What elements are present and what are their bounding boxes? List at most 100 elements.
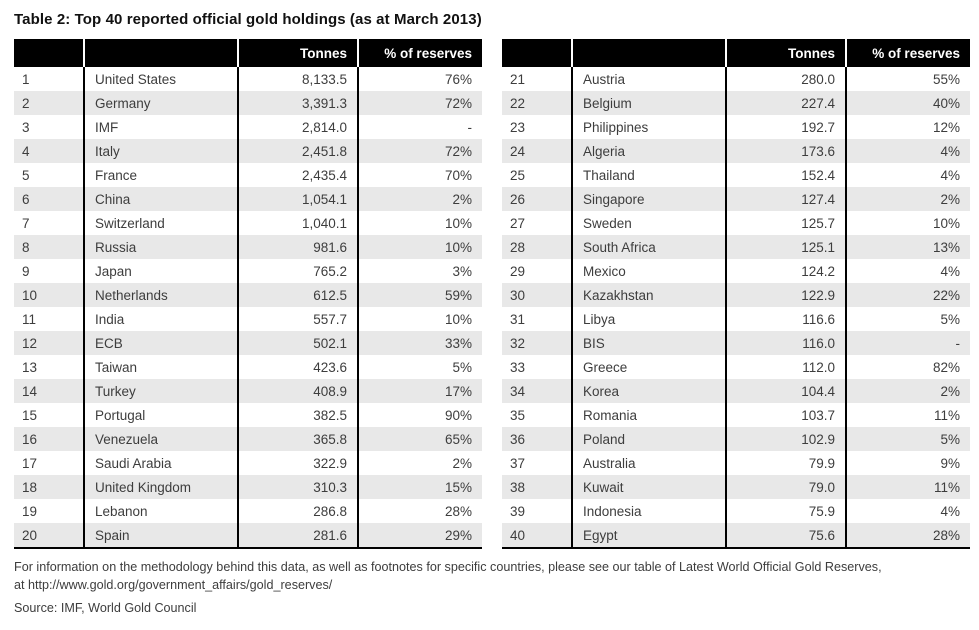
- country-cell: Portugal: [83, 403, 238, 427]
- rank-cell: 29: [510, 263, 526, 279]
- table-row: 30 Kazakhstan 122.9 22%: [502, 283, 970, 307]
- tonnes-cell: 286.8: [237, 499, 358, 523]
- reserves-cell: 3%: [357, 259, 482, 283]
- rank-cell: 25: [510, 167, 526, 183]
- rank-cell: 31: [510, 311, 526, 327]
- rank-cell: 6: [22, 191, 30, 207]
- table-row: 28 South Africa 125.1 13%: [502, 235, 970, 259]
- country-cell: Greece: [571, 355, 726, 379]
- tonnes-cell: 125.1: [725, 235, 846, 259]
- table-row: 15 Portugal 382.5 90%: [14, 403, 482, 427]
- reserves-cell: 2%: [357, 451, 482, 475]
- country-cell: Romania: [571, 403, 726, 427]
- reserves-cell: 76%: [357, 67, 482, 91]
- table-row: 40 Egypt 75.6 28%: [502, 523, 970, 548]
- rank-cell: 28: [510, 239, 526, 255]
- tonnes-cell: 112.0: [725, 355, 846, 379]
- reserves-cell: 10%: [357, 235, 482, 259]
- tonnes-cell: 122.9: [725, 283, 846, 307]
- table-row: 1 United States 8,133.5 76%: [14, 67, 482, 91]
- rank-cell: 22: [510, 95, 526, 111]
- table-row: 9 Japan 765.2 3%: [14, 259, 482, 283]
- reserves-cell: 55%: [845, 67, 970, 91]
- table-row: 29 Mexico 124.2 4%: [502, 259, 970, 283]
- tonnes-cell: 765.2: [237, 259, 358, 283]
- table-header: Tonnes % of reserves: [14, 39, 482, 67]
- reserves-cell: 4%: [845, 499, 970, 523]
- rank-column-header: [14, 39, 84, 67]
- rank-cell: 11: [22, 311, 37, 327]
- country-cell: Mexico: [571, 259, 726, 283]
- country-cell: Japan: [83, 259, 238, 283]
- country-cell: India: [83, 307, 238, 331]
- rank-cell: 4: [22, 143, 30, 159]
- country-cell: Libya: [571, 307, 726, 331]
- tonnes-cell: 79.9: [725, 451, 846, 475]
- tonnes-column-header: Tonnes: [237, 39, 358, 67]
- rank-cell: 18: [22, 479, 38, 495]
- reserves-cell: 4%: [845, 259, 970, 283]
- tonnes-cell: 281.6: [237, 523, 358, 548]
- rank-cell: 12: [22, 335, 38, 351]
- footnote-line-2: at http://www.gold.org/government_affair…: [14, 578, 333, 592]
- country-cell: South Africa: [571, 235, 726, 259]
- tonnes-cell: 557.7: [237, 307, 358, 331]
- country-cell: Philippines: [571, 115, 726, 139]
- table-row: 37 Australia 79.9 9%: [502, 451, 970, 475]
- table-row: 4 Italy 2,451.8 72%: [14, 139, 482, 163]
- tonnes-cell: 125.7: [725, 211, 846, 235]
- rank-cell: 2: [22, 95, 30, 111]
- country-cell: Korea: [571, 379, 726, 403]
- table-row: 18 United Kingdom 310.3 15%: [14, 475, 482, 499]
- reserves-cell: 65%: [357, 427, 482, 451]
- rank-cell: 35: [510, 407, 526, 423]
- tonnes-cell: 322.9: [237, 451, 358, 475]
- table-row: 39 Indonesia 75.9 4%: [502, 499, 970, 523]
- footnote: For information on the methodology behin…: [14, 558, 965, 594]
- reserves-cell: 4%: [845, 139, 970, 163]
- table-row: 16 Venezuela 365.8 65%: [14, 427, 482, 451]
- country-column-header: [83, 39, 238, 67]
- reserves-cell: 9%: [845, 451, 970, 475]
- tonnes-cell: 2,435.4: [237, 163, 358, 187]
- table-row: 36 Poland 102.9 5%: [502, 427, 970, 451]
- source-note: Source: IMF, World Gold Council: [14, 601, 197, 615]
- table-row: 8 Russia 981.6 10%: [14, 235, 482, 259]
- rank-cell: 34: [510, 383, 526, 399]
- table-row: 14 Turkey 408.9 17%: [14, 379, 482, 403]
- reserves-cell: 59%: [357, 283, 482, 307]
- country-cell: Taiwan: [83, 355, 238, 379]
- rank-cell: 32: [510, 335, 526, 351]
- rank-cell: 16: [22, 431, 38, 447]
- country-cell: Turkey: [83, 379, 238, 403]
- table-row: 35 Romania 103.7 11%: [502, 403, 970, 427]
- table-row: 33 Greece 112.0 82%: [502, 355, 970, 379]
- reserves-cell: 5%: [845, 427, 970, 451]
- table-row: 24 Algeria 173.6 4%: [502, 139, 970, 163]
- country-cell: Poland: [571, 427, 726, 451]
- tonnes-cell: 75.9: [725, 499, 846, 523]
- country-cell: Switzerland: [83, 211, 238, 235]
- rank-cell: 38: [510, 479, 526, 495]
- reserves-cell: 12%: [845, 115, 970, 139]
- reserves-cell: 4%: [845, 163, 970, 187]
- reserves-cell: 2%: [357, 187, 482, 211]
- rank-cell: 13: [22, 359, 38, 375]
- reserves-cell: 17%: [357, 379, 482, 403]
- tonnes-cell: 1,040.1: [237, 211, 358, 235]
- reserves-cell: 11%: [845, 403, 970, 427]
- reserves-cell: 5%: [845, 307, 970, 331]
- tonnes-cell: 280.0: [725, 67, 846, 91]
- table-header: Tonnes % of reserves: [502, 39, 970, 67]
- gold-holdings-table-left: Tonnes % of reserves 1 United States 8,133…: [14, 39, 482, 549]
- reserves-cell: 10%: [845, 211, 970, 235]
- reserves-cell: 82%: [845, 355, 970, 379]
- reserves-cell: 22%: [845, 283, 970, 307]
- table-row: 2 Germany 3,391.3 72%: [14, 91, 482, 115]
- rank-cell: 36: [510, 431, 526, 447]
- table-row: 21 Austria 280.0 55%: [502, 67, 970, 91]
- table-row: 34 Korea 104.4 2%: [502, 379, 970, 403]
- rank-cell: 23: [510, 119, 526, 135]
- reserves-cell: 2%: [845, 187, 970, 211]
